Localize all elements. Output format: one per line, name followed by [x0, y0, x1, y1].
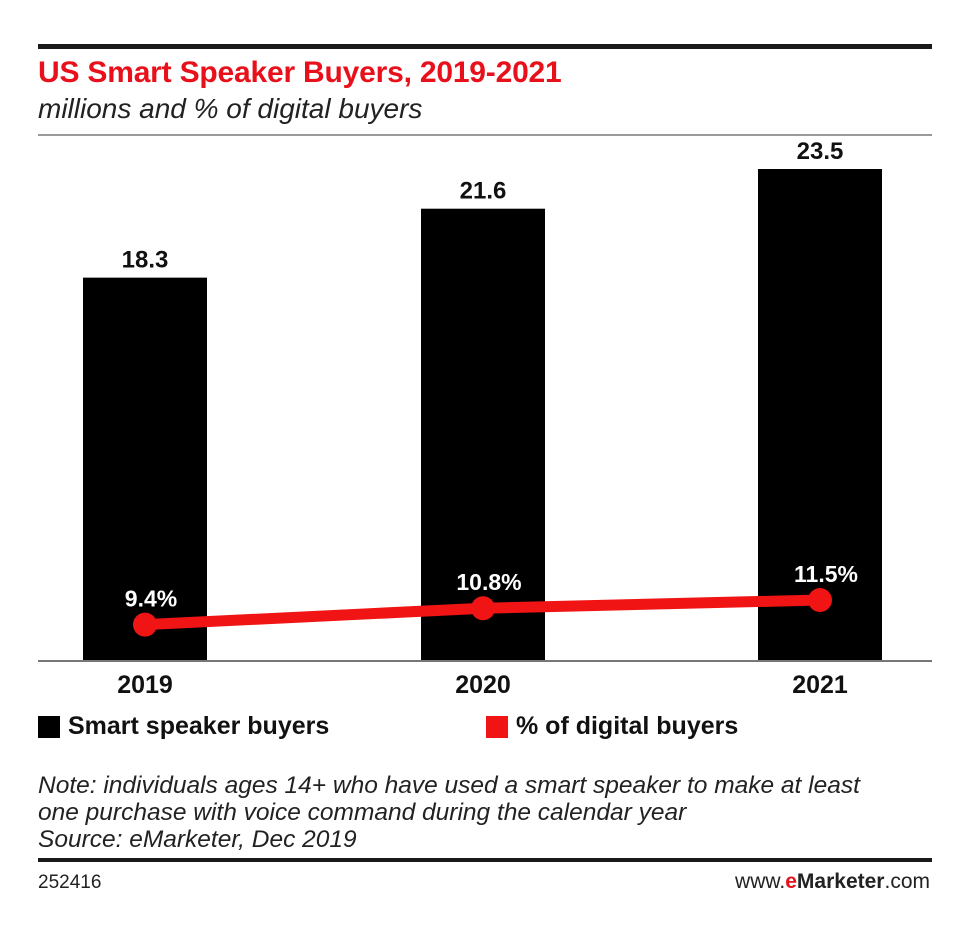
top-rule [38, 44, 932, 49]
x-tick-label: 2020 [455, 671, 511, 699]
bar-value-label: 18.3 [122, 247, 169, 274]
header-rule [38, 134, 932, 136]
note-line-1: Note: individuals ages 14+ who have used… [38, 772, 860, 799]
legend-swatch-black [38, 715, 60, 738]
line-value-label: 10.8% [456, 569, 521, 595]
line-point-2021 [808, 588, 832, 613]
brand-prefix: www. [735, 870, 786, 893]
brand-name: Marketer [796, 870, 885, 893]
brand-e: e [785, 870, 797, 893]
chart-subtitle: millions and % of digital buyers [38, 93, 423, 124]
chart-id: 252416 [38, 872, 102, 893]
brand-url: www.eMarketer.com [735, 870, 930, 894]
bar-value-label: 23.5 [797, 138, 844, 165]
x-tick-label: 2019 [117, 671, 173, 699]
line-point-2019 [133, 612, 157, 637]
bar-value-label: 21.6 [460, 178, 507, 205]
legend-label-bars: Smart speaker buyers [68, 712, 330, 740]
line-value-label: 9.4% [125, 586, 177, 612]
bar-2021 [758, 169, 882, 660]
bottom-rule [38, 858, 932, 862]
legend-item-bars: Smart speaker buyers [38, 712, 329, 741]
x-tick-label: 2021 [792, 671, 848, 699]
line-point-2020 [471, 596, 495, 621]
note-source: Source: eMarketer, Dec 2019 [38, 826, 357, 853]
line-value-label: 11.5% [794, 561, 858, 587]
brand-suffix: .com [884, 870, 930, 893]
bar-2019 [83, 277, 207, 660]
legend-label-line: % of digital buyers [516, 712, 739, 740]
note-line-2: one purchase with voice command during t… [38, 799, 687, 826]
legend-swatch-red [486, 715, 508, 738]
bar-2020 [421, 208, 545, 660]
chart-title: US Smart Speaker Buyers, 2019-2021 [38, 56, 562, 89]
legend-item-line: % of digital buyers [486, 712, 738, 741]
chart-note: Note: individuals ages 14+ who have used… [38, 772, 938, 853]
